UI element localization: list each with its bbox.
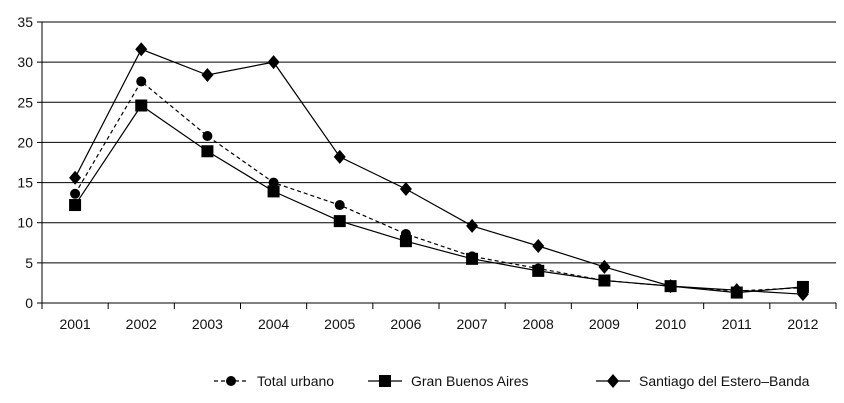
data-point-diamond (664, 279, 677, 294)
series-3 (69, 42, 809, 302)
data-point-square (135, 99, 148, 112)
y-tick-label: 30 (17, 54, 33, 70)
legend-label: Santiago del Estero–Banda (639, 373, 810, 389)
data-point-diamond (135, 42, 148, 57)
y-tick-label: 25 (17, 94, 33, 110)
data-point-diamond (730, 283, 743, 298)
data-point-diamond (69, 170, 82, 185)
y-tick-label: 20 (17, 134, 33, 150)
series-group (69, 42, 809, 302)
x-tick-label: 2011 (722, 316, 752, 332)
data-point-diamond (399, 181, 412, 196)
legend-marker-square (379, 375, 391, 387)
x-axis-ticks: 2001 2002 2003 2004 2005 2006 2007 2008 2009 2010… (41, 303, 837, 332)
data-point-circle (70, 188, 81, 199)
series-2 (69, 99, 809, 299)
data-point-circle (202, 131, 213, 142)
legend: Total urbano Gran Buenos Aires Santiago de… (214, 373, 810, 389)
x-tick-label: 2006 (390, 316, 421, 332)
y-tick-label: 15 (17, 175, 33, 191)
x-tick-label: 2005 (324, 316, 355, 332)
data-point-diamond (598, 259, 611, 274)
data-point-diamond (201, 67, 214, 82)
data-point-circle (334, 200, 345, 211)
data-point-diamond (333, 149, 346, 164)
x-tick-label: 2010 (655, 316, 686, 332)
legend-item-2: Gran Buenos Aires (368, 373, 529, 389)
y-tick-label: 0 (25, 295, 33, 311)
legend-item-3: Santiago del Estero–Banda (596, 373, 810, 389)
x-tick-label: 2008 (523, 316, 554, 332)
data-point-diamond (466, 218, 479, 233)
series-line (74, 80, 803, 292)
x-tick-label: 2009 (589, 316, 620, 332)
x-tick-label: 2004 (258, 316, 289, 332)
legend-marker-diamond (607, 374, 619, 388)
y-tick-label: 35 (17, 14, 33, 30)
legend-label: Total urbano (257, 373, 334, 389)
data-point-square (69, 199, 82, 212)
x-tick-label: 2002 (126, 316, 157, 332)
x-tick-label: 2003 (192, 316, 223, 332)
axes (41, 22, 836, 304)
data-point-square (796, 280, 809, 293)
data-point-square (399, 235, 412, 248)
y-tick-label: 10 (17, 215, 33, 231)
data-point-circle (268, 177, 279, 188)
legend-item-1: Total urbano (214, 373, 334, 389)
data-point-square (267, 185, 280, 198)
data-point-square (333, 215, 346, 228)
data-point-square (466, 252, 479, 265)
data-point-diamond (267, 55, 280, 70)
grid-lines (42, 21, 836, 264)
legend-marker-circle (226, 376, 236, 386)
legend-label: Gran Buenos Aires (411, 373, 529, 389)
x-tick-label: 2001 (60, 316, 91, 332)
data-point-diamond (796, 287, 809, 302)
series-line (74, 104, 803, 294)
x-tick-label: 2007 (457, 316, 488, 332)
data-point-square (598, 274, 611, 287)
data-point-square (201, 145, 214, 158)
x-tick-label: 2012 (787, 316, 818, 332)
data-point-circle (136, 76, 147, 87)
y-axis-ticks: 0 5 10 15 20 25 30 35 (17, 14, 42, 311)
series-line (74, 48, 803, 295)
data-point-diamond (532, 238, 545, 253)
data-point-square (532, 264, 545, 277)
y-tick-label: 5 (25, 255, 33, 271)
